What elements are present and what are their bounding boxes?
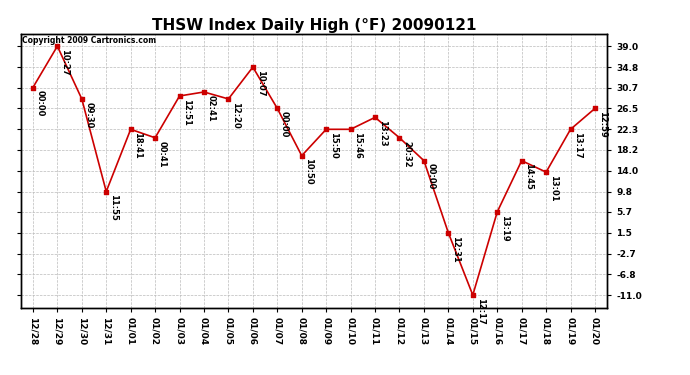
Point [467, 292, 478, 298]
Point [345, 126, 356, 132]
Point [418, 158, 429, 164]
Text: 12:51: 12:51 [182, 99, 191, 126]
Text: 15:50: 15:50 [329, 132, 338, 159]
Point [321, 126, 332, 132]
Point [223, 96, 234, 102]
Text: Copyright 2009 Cartronics.com: Copyright 2009 Cartronics.com [22, 36, 156, 45]
Point [174, 93, 185, 99]
Point [247, 64, 258, 70]
Point [540, 169, 551, 175]
Text: 00:41: 00:41 [158, 141, 167, 167]
Text: 13:01: 13:01 [549, 175, 558, 201]
Text: 10:50: 10:50 [304, 159, 313, 185]
Text: 13:23: 13:23 [378, 120, 387, 147]
Text: 12:31: 12:31 [451, 236, 460, 262]
Point [516, 158, 527, 164]
Point [101, 189, 112, 195]
Text: 15:46: 15:46 [353, 132, 362, 159]
Point [370, 114, 381, 120]
Point [492, 209, 503, 215]
Text: 13:17: 13:17 [573, 132, 582, 159]
Text: 14:45: 14:45 [524, 164, 533, 190]
Text: 00:00: 00:00 [280, 111, 289, 138]
Text: 09:30: 09:30 [85, 102, 94, 128]
Title: THSW Index Daily High (°F) 20090121: THSW Index Daily High (°F) 20090121 [152, 18, 476, 33]
Text: 02:41: 02:41 [207, 95, 216, 122]
Point [272, 105, 283, 111]
Text: 12:59: 12:59 [598, 111, 607, 138]
Text: 12:17: 12:17 [475, 298, 484, 325]
Point [199, 89, 210, 95]
Point [394, 135, 405, 141]
Point [296, 153, 307, 159]
Text: 11:55: 11:55 [109, 194, 118, 221]
Point [125, 126, 136, 132]
Text: 00:00: 00:00 [426, 164, 435, 190]
Text: 10:27: 10:27 [60, 49, 69, 76]
Text: 20:32: 20:32 [402, 141, 411, 167]
Point [52, 43, 63, 49]
Point [77, 96, 88, 102]
Point [443, 230, 454, 236]
Point [565, 126, 576, 132]
Point [28, 84, 39, 90]
Text: 12:20: 12:20 [231, 102, 240, 129]
Text: 00:00: 00:00 [36, 90, 45, 117]
Point [150, 135, 161, 141]
Point [589, 105, 600, 111]
Text: 18:41: 18:41 [133, 132, 142, 159]
Text: 13:19: 13:19 [500, 215, 509, 242]
Text: 10:07: 10:07 [255, 70, 265, 96]
